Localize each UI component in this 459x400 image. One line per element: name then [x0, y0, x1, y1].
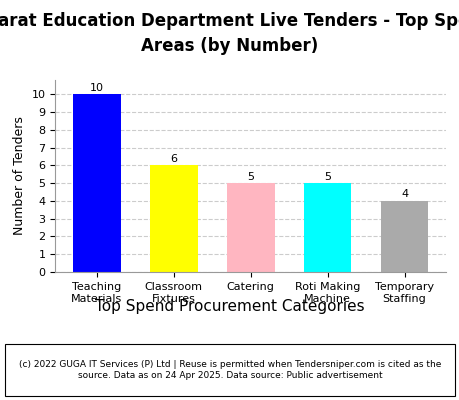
- Text: 6: 6: [170, 154, 177, 164]
- Bar: [226, 183, 274, 272]
- Text: 5: 5: [246, 172, 254, 182]
- Bar: [303, 183, 351, 272]
- FancyBboxPatch shape: [5, 344, 454, 396]
- Y-axis label: Number of Tenders: Number of Tenders: [13, 116, 26, 236]
- Text: 10: 10: [90, 83, 104, 93]
- Text: 4: 4: [400, 190, 407, 200]
- Bar: [380, 201, 427, 272]
- Text: 5: 5: [324, 172, 330, 182]
- Text: (c) 2022 GUGA IT Services (P) Ltd | Reuse is permitted when Tendersniper.com is : (c) 2022 GUGA IT Services (P) Ltd | Reus…: [19, 360, 440, 380]
- Bar: [150, 165, 197, 272]
- Text: Top Spend Procurement Categories: Top Spend Procurement Categories: [95, 298, 364, 314]
- Bar: [73, 94, 120, 272]
- Text: Gujarat Education Department Live Tenders - Top Spend
Areas (by Number): Gujarat Education Department Live Tender…: [0, 12, 459, 55]
